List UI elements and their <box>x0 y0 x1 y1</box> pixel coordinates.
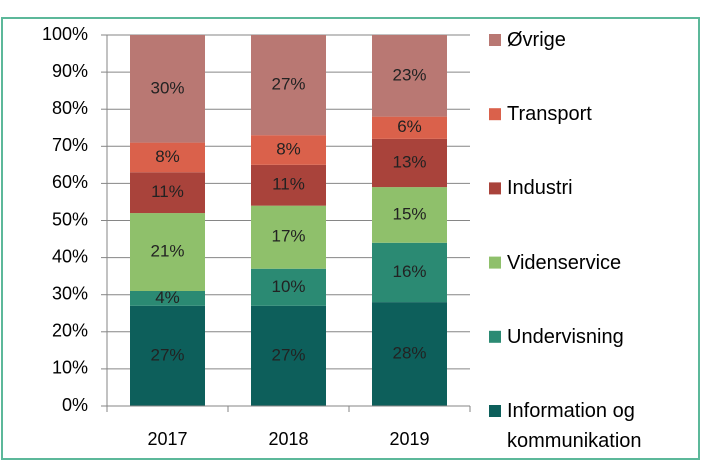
value-label: 15% <box>392 204 426 223</box>
value-label: 27% <box>150 345 184 364</box>
bar-segment <box>251 205 326 269</box>
bar-segment <box>130 305 205 406</box>
legend-label: Undervisning <box>507 325 624 348</box>
bar-segment <box>372 116 447 139</box>
chart-border <box>1 17 700 460</box>
y-tick-label: 30% <box>52 283 88 303</box>
value-label: 8% <box>155 147 180 166</box>
bar-segment <box>251 135 326 165</box>
bar-segment <box>372 35 447 117</box>
value-label: 27% <box>271 75 305 94</box>
bar-segment <box>130 35 205 143</box>
legend-swatch <box>489 182 501 195</box>
value-label: 17% <box>271 227 305 246</box>
legend-item: Øvrige <box>507 29 566 51</box>
y-tick-label: 80% <box>52 98 88 118</box>
x-tick-label: 2018 <box>268 429 308 449</box>
legend-label: Videnservice <box>507 251 622 274</box>
value-label: 8% <box>276 139 301 158</box>
bar-segment <box>130 142 205 173</box>
value-label: 28% <box>392 344 426 363</box>
legend-label: Industri <box>507 177 573 200</box>
bar-segment <box>372 138 447 188</box>
y-tick-label: 60% <box>52 172 88 192</box>
bar-segment <box>372 302 447 406</box>
x-tick-label: 2019 <box>389 429 429 449</box>
bar-segment <box>130 290 205 306</box>
legend-swatch <box>489 405 501 417</box>
legend-label: Øvrige <box>507 29 566 51</box>
bar-segment <box>372 187 447 243</box>
y-tick-label: 100% <box>42 24 88 44</box>
x-tick-label: 2017 <box>147 429 187 449</box>
y-tick-label: 70% <box>52 135 88 155</box>
y-tick-label: 20% <box>52 321 88 341</box>
value-label: 21% <box>150 242 184 261</box>
legend-item: Information og kommunikation <box>507 400 642 452</box>
legend-label: Transport <box>507 103 592 126</box>
y-tick-label: 0% <box>62 395 88 415</box>
value-label: 4% <box>155 288 180 307</box>
legend-item: Transport <box>507 103 592 126</box>
legend-swatch <box>489 34 501 46</box>
value-label: 23% <box>392 65 426 84</box>
legend-swatch <box>489 330 501 343</box>
value-label: 30% <box>150 78 184 97</box>
value-label: 6% <box>397 117 422 136</box>
value-label: 11% <box>272 175 305 194</box>
legend-item: Industri <box>507 177 573 200</box>
y-tick-label: 90% <box>52 61 88 81</box>
bar-segment <box>130 172 205 214</box>
bar-segment <box>251 305 326 406</box>
y-tick-label: 10% <box>52 358 88 378</box>
legend-swatch <box>489 108 501 121</box>
y-tick-label: 50% <box>52 209 88 229</box>
legend-item: Undervisning <box>507 325 624 348</box>
legend-item: Videnservice <box>507 251 622 274</box>
value-label: 10% <box>271 277 305 296</box>
bar-segment <box>372 242 447 303</box>
value-label: 16% <box>392 262 426 281</box>
value-label: 13% <box>392 152 426 171</box>
value-label: 11% <box>151 182 184 201</box>
y-tick-label: 40% <box>52 246 88 266</box>
legend-label: Information og kommunikation <box>507 400 642 452</box>
legend-swatch <box>489 256 501 269</box>
bar-segment <box>251 164 326 206</box>
bar-segment <box>251 268 326 306</box>
bar-segment <box>130 213 205 291</box>
bar-segment <box>251 35 326 136</box>
value-label: 27% <box>271 345 305 364</box>
